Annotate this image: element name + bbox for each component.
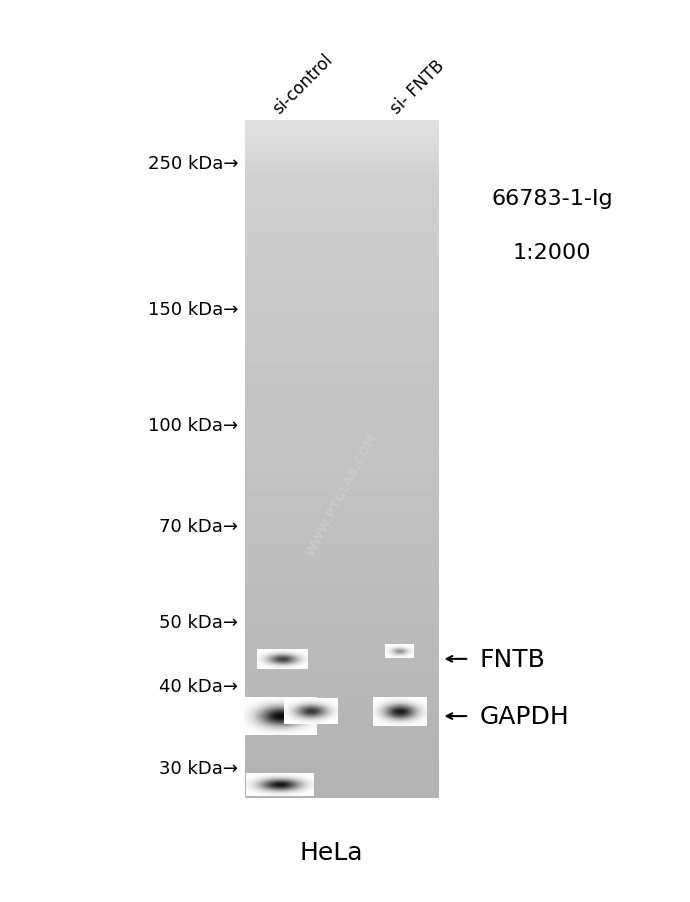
Text: 150 kDa→: 150 kDa→ <box>148 300 238 318</box>
Text: 66783-1-Ig: 66783-1-Ig <box>491 189 613 208</box>
Text: HeLa: HeLa <box>299 841 363 864</box>
Text: GAPDH: GAPDH <box>480 704 569 728</box>
Text: WWW.PTGLAB.COM: WWW.PTGLAB.COM <box>304 430 380 557</box>
Text: si-control: si-control <box>269 51 336 117</box>
Text: si- FNTB: si- FNTB <box>387 57 448 117</box>
Text: 40 kDa→: 40 kDa→ <box>159 677 238 695</box>
Text: 50 kDa→: 50 kDa→ <box>159 613 238 631</box>
Text: 1:2000: 1:2000 <box>513 243 591 262</box>
Text: FNTB: FNTB <box>480 647 545 671</box>
Text: 100 kDa→: 100 kDa→ <box>148 416 238 434</box>
Text: 30 kDa→: 30 kDa→ <box>159 759 238 778</box>
Text: 70 kDa→: 70 kDa→ <box>159 518 238 536</box>
Text: 250 kDa→: 250 kDa→ <box>148 155 238 173</box>
